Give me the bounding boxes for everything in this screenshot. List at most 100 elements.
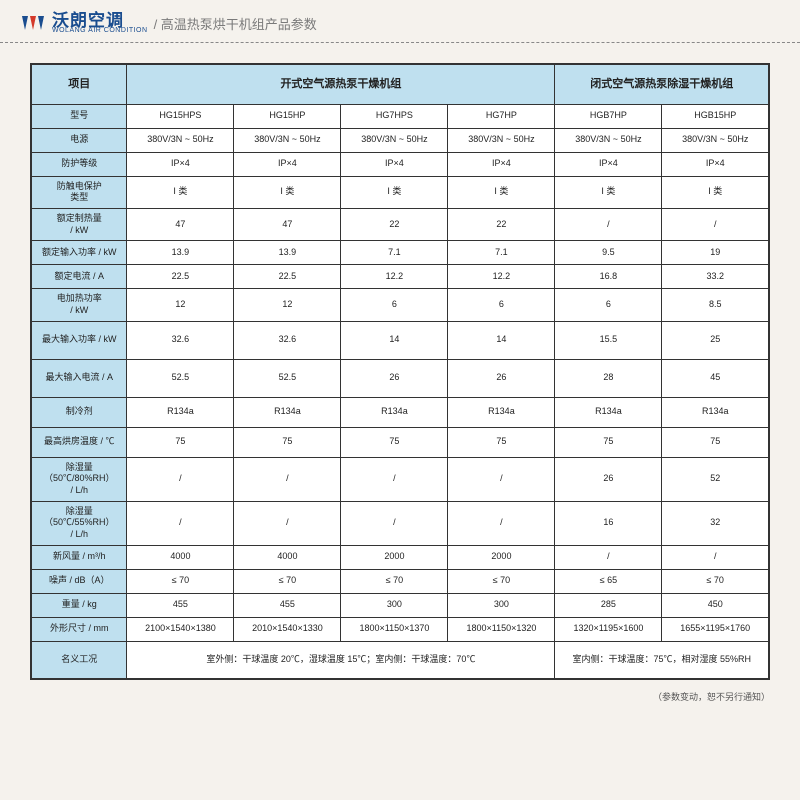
cell: HG7HP (448, 104, 555, 128)
cell: 12.2 (448, 265, 555, 289)
cell: ≤ 70 (234, 569, 341, 593)
table-row: 防触电保护类型I 类I 类I 类I 类I 类I 类 (31, 176, 769, 208)
table-row: 额定输入功率 / kW13.913.97.17.19.519 (31, 241, 769, 265)
row-label: 新风量 / m³/h (31, 545, 127, 569)
cell: 19 (662, 241, 769, 265)
group-open: 开式空气源热泵干燥机组 (127, 64, 555, 104)
table-row: 电加热功率/ kW12126668.5 (31, 289, 769, 321)
footnote: （参数变动，恕不另行通知） (0, 684, 800, 703)
cell: 15.5 (555, 321, 662, 359)
cell: 300 (448, 593, 555, 617)
row-label: 外形尺寸 / mm (31, 617, 127, 641)
cell: 47 (234, 208, 341, 240)
cell: 33.2 (662, 265, 769, 289)
row-label: 电源 (31, 128, 127, 152)
cell: 45 (662, 359, 769, 397)
row-label: 防触电保护类型 (31, 176, 127, 208)
table-container: 项目 开式空气源热泵干燥机组 闭式空气源热泵除湿干燥机组 型号HG15HPS HG… (0, 43, 800, 684)
cell: 7.1 (448, 241, 555, 265)
cell: / (127, 457, 234, 501)
cell: 52 (662, 457, 769, 501)
row-label: 重量 / kg (31, 593, 127, 617)
cell: 52.5 (127, 359, 234, 397)
cell: / (234, 457, 341, 501)
cell: 2000 (448, 545, 555, 569)
cell: 4000 (234, 545, 341, 569)
nominal-open: 室外侧：干球温度 20℃，湿球温度 15℃；室内侧：干球温度：70℃ (127, 641, 555, 679)
cell: R134a (127, 397, 234, 427)
cell: 47 (127, 208, 234, 240)
cell: / (127, 501, 234, 545)
cell: 22.5 (127, 265, 234, 289)
group-closed: 闭式空气源热泵除湿干燥机组 (555, 64, 769, 104)
cell: 380V/3N ~ 50Hz (234, 128, 341, 152)
cell: 13.9 (234, 241, 341, 265)
row-label: 额定制热量/ kW (31, 208, 127, 240)
page-header: 沃朗空调 WOLANG AIR CONDITION / 高温热泵烘干机组产品参数 (0, 0, 800, 43)
cell: 2010×1540×1330 (234, 617, 341, 641)
cell: HGB15HP (662, 104, 769, 128)
cell: 12 (234, 289, 341, 321)
cell: / (341, 501, 448, 545)
cell: 75 (555, 427, 662, 457)
row-label: 最高烘房温度 / ℃ (31, 427, 127, 457)
cell: 75 (448, 427, 555, 457)
cell: / (555, 208, 662, 240)
cell: HGB7HP (555, 104, 662, 128)
cell: 380V/3N ~ 50Hz (555, 128, 662, 152)
cell: 6 (555, 289, 662, 321)
cell: IP×4 (448, 152, 555, 176)
table-row: 重量 / kg455455300300285450 (31, 593, 769, 617)
cell: IP×4 (127, 152, 234, 176)
cell: ≤ 70 (448, 569, 555, 593)
table-row: 最大输入电流 / A52.552.526262845 (31, 359, 769, 397)
cell: I 类 (555, 176, 662, 208)
cell: 26 (341, 359, 448, 397)
cell: 13.9 (127, 241, 234, 265)
cell: 25 (662, 321, 769, 359)
cell: / (555, 545, 662, 569)
cell: 14 (448, 321, 555, 359)
cell: 1655×1195×1760 (662, 617, 769, 641)
cell: R134a (555, 397, 662, 427)
row-label: 电加热功率/ kW (31, 289, 127, 321)
cell: 22.5 (234, 265, 341, 289)
row-label: 最大输入功率 / kW (31, 321, 127, 359)
brand-block: 沃朗空调 WOLANG AIR CONDITION (52, 12, 148, 34)
cell: 380V/3N ~ 50Hz (662, 128, 769, 152)
cell: I 类 (234, 176, 341, 208)
cell: R134a (662, 397, 769, 427)
cell: / (234, 501, 341, 545)
cell: 75 (127, 427, 234, 457)
cell: HG7HPS (341, 104, 448, 128)
cell: ≤ 70 (662, 569, 769, 593)
cell: HG15HPS (127, 104, 234, 128)
row-label-nominal: 名义工况 (31, 641, 127, 679)
cell: 4000 (127, 545, 234, 569)
cell: 1800×1150×1320 (448, 617, 555, 641)
cell: IP×4 (234, 152, 341, 176)
cell: R134a (341, 397, 448, 427)
cell: IP×4 (555, 152, 662, 176)
cell: 7.1 (341, 241, 448, 265)
cell: 1800×1150×1370 (341, 617, 448, 641)
row-label: 除湿量（50℃/55%RH）/ L/h (31, 501, 127, 545)
cell: IP×4 (662, 152, 769, 176)
cell: 16.8 (555, 265, 662, 289)
cell: 12 (127, 289, 234, 321)
cell: 455 (234, 593, 341, 617)
cell: / (448, 501, 555, 545)
table-row: 新风量 / m³/h4000400020002000// (31, 545, 769, 569)
col-project: 项目 (31, 64, 127, 104)
cell: 16 (555, 501, 662, 545)
row-label: 额定电流 / A (31, 265, 127, 289)
cell: 455 (127, 593, 234, 617)
cell: 8.5 (662, 289, 769, 321)
cell: 75 (234, 427, 341, 457)
cell: R134a (448, 397, 555, 427)
cell: 75 (341, 427, 448, 457)
row-label: 型号 (31, 104, 127, 128)
cell: ≤ 65 (555, 569, 662, 593)
table-row: 电源380V/3N ~ 50Hz380V/3N ~ 50Hz380V/3N ~ … (31, 128, 769, 152)
row-label: 除湿量（50℃/80%RH）/ L/h (31, 457, 127, 501)
